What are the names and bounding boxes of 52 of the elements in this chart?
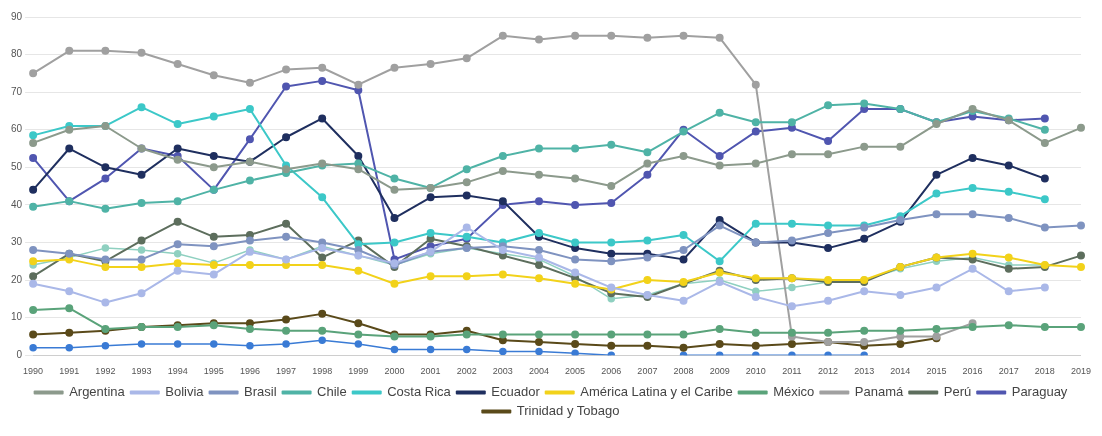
y-tick-label: 60 xyxy=(11,123,23,135)
legend-label: América Latina y el Caribe xyxy=(580,384,733,400)
x-tick-label: 1992 xyxy=(95,366,116,377)
x-tick-label: 2004 xyxy=(528,366,550,377)
legend-label: Panamá xyxy=(854,384,905,400)
y-tick-label: 90 xyxy=(11,10,23,22)
x-tick-label: 2007 xyxy=(637,366,658,377)
x-tick-label: 2000 xyxy=(384,366,405,377)
x-tick-label: 2016 xyxy=(962,366,983,377)
x-tick-label: 2010 xyxy=(745,366,766,377)
x-tick-label: 1998 xyxy=(312,366,333,377)
legend-label: Costa Rica xyxy=(387,384,452,400)
x-tick-label: 2005 xyxy=(565,366,586,377)
legend-label: Perú xyxy=(943,384,972,400)
legend-label: Paraguay xyxy=(1011,384,1068,400)
legend-label: Argentina xyxy=(69,384,126,400)
y-tick-label: 70 xyxy=(11,85,23,97)
x-tick-label: 1999 xyxy=(348,366,369,377)
legend-label: Brasil xyxy=(244,384,277,400)
x-tick-label: 1990 xyxy=(23,366,44,377)
x-tick-label: 1995 xyxy=(203,366,224,377)
legend-label: México xyxy=(773,384,815,400)
y-tick-label: 80 xyxy=(11,48,23,60)
x-tick-label: 2001 xyxy=(420,366,441,377)
legend-label: Chile xyxy=(317,384,347,400)
x-tick-label: 2018 xyxy=(1034,366,1055,377)
x-tick-label: 1991 xyxy=(59,366,80,377)
y-tick-label: 30 xyxy=(11,236,23,248)
x-tick-label: 2017 xyxy=(998,366,1019,377)
x-tick-label: 2011 xyxy=(782,366,802,377)
y-tick-label: 10 xyxy=(11,311,23,323)
x-tick-label: 2009 xyxy=(709,366,730,377)
y-tick-label: 0 xyxy=(16,348,23,360)
legend-label: Trinidad y Tobago xyxy=(516,403,620,419)
legend-label: Bolivia xyxy=(165,384,205,400)
x-tick-label: 2006 xyxy=(601,366,622,377)
legend-label: Ecuador xyxy=(491,384,541,400)
x-tick-label: 1994 xyxy=(167,366,188,377)
x-tick-label: 2002 xyxy=(456,366,477,377)
y-tick-label: 40 xyxy=(11,198,23,210)
x-tick-label: 2003 xyxy=(492,366,513,377)
x-tick-label: 2012 xyxy=(818,366,839,377)
x-tick-label: 1997 xyxy=(276,366,297,377)
x-tick-label: 2014 xyxy=(890,366,911,377)
x-tick-label: 2013 xyxy=(854,366,875,377)
y-tick-label: 50 xyxy=(11,161,23,173)
x-tick-label: 1993 xyxy=(131,366,152,377)
y-tick-label: 20 xyxy=(11,273,23,285)
x-tick-label: 1996 xyxy=(239,366,260,377)
x-tick-label: 2019 xyxy=(1070,366,1091,377)
x-tick-label: 2015 xyxy=(926,366,947,377)
x-tick-label: 2008 xyxy=(673,366,694,377)
